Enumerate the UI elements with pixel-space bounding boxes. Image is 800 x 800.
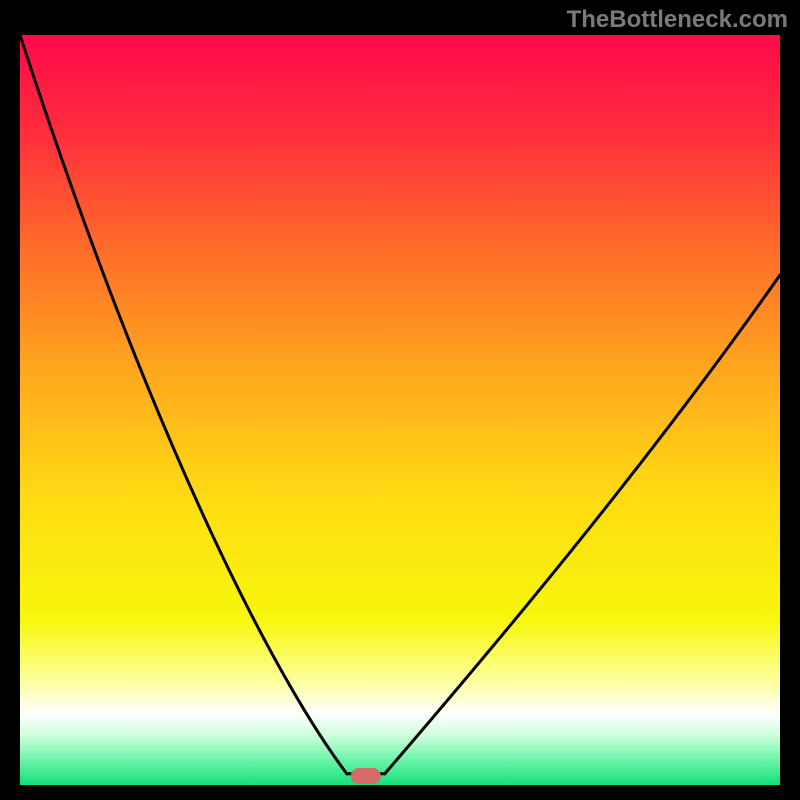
optimal-point-marker xyxy=(351,768,381,784)
bottleneck-curve-chart xyxy=(20,35,780,785)
chart-frame xyxy=(20,35,780,785)
gradient-background xyxy=(20,35,780,785)
watermark-text: TheBottleneck.com xyxy=(567,6,788,34)
